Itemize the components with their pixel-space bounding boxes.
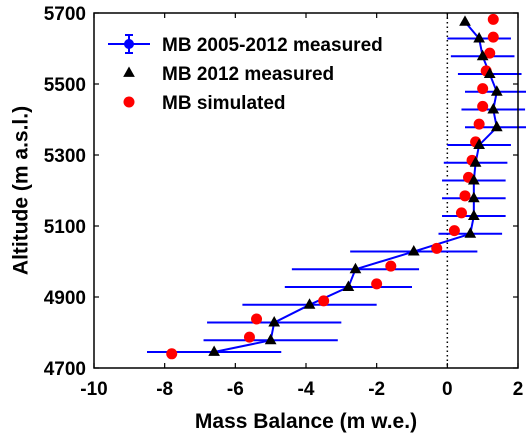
- legend-label-series-2: MB 2012 measured: [162, 64, 334, 85]
- simulated-point: [459, 190, 471, 202]
- measured-2012-point: [476, 49, 489, 61]
- y-tick-label: 5700: [44, 4, 86, 25]
- measured-2012-point: [487, 103, 500, 114]
- measured-2012-point: [469, 156, 482, 167]
- x-tick-labels: -10 -8 -6 -4 -2 0 2: [80, 379, 523, 400]
- simulated-point: [473, 118, 485, 130]
- legend-label-series-3: MB simulated: [162, 93, 286, 114]
- simulated-point: [318, 295, 330, 307]
- measured-2012-point: [268, 316, 281, 327]
- measured-2012-point: [467, 209, 480, 220]
- simulated-point: [251, 313, 263, 325]
- simulated-point: [477, 100, 489, 112]
- legend-marker-red-circle: [123, 96, 135, 108]
- measured-2012-point: [264, 333, 277, 345]
- measured-2012-point: [490, 120, 503, 132]
- measured-2012-point: [483, 67, 496, 78]
- y-tick-label: 4700: [44, 359, 86, 380]
- legend-label-series-1: MB 2005-2012 measured: [162, 35, 383, 56]
- x-tick-label: 2: [513, 379, 524, 400]
- x-tick-label: -4: [298, 379, 315, 400]
- plot-layer: [93, 12, 526, 369]
- simulated-point: [455, 207, 467, 219]
- y-tick-label: 5100: [44, 217, 86, 238]
- measured-2012-point: [303, 298, 316, 309]
- measured-2012-point: [473, 32, 485, 43]
- simulated-point: [385, 260, 397, 272]
- simulated-point: [431, 242, 443, 254]
- legend: MB 2005-2012 measured MB 2012 measured M…: [108, 34, 383, 114]
- measured-2012-point: [459, 15, 471, 26]
- legend-entry-errorbar-series: MB 2005-2012 measured: [108, 34, 383, 56]
- x-tick-label: 0: [442, 379, 453, 400]
- simulated-point: [477, 83, 489, 95]
- simulated-point: [448, 225, 460, 237]
- x-axis-label: Mass Balance (m w.e.): [195, 410, 417, 433]
- y-tick-label: 5500: [44, 75, 86, 96]
- simulated-point: [371, 278, 383, 290]
- measured-2012-point: [407, 245, 420, 256]
- measured-2012-point: [208, 345, 220, 356]
- x-tick-label: -8: [156, 379, 173, 400]
- y-tick-label: 5300: [44, 146, 86, 167]
- simulated-point: [487, 13, 499, 25]
- x-tick-label: -6: [227, 379, 244, 400]
- simulated-point: [487, 31, 499, 43]
- measured-2012-point: [467, 191, 480, 203]
- measured-2012-point: [467, 174, 480, 185]
- simulated-point: [484, 47, 496, 59]
- measured-2012-point: [342, 280, 355, 291]
- measured-2012-point: [464, 227, 477, 238]
- y-tick-label: 4900: [44, 288, 86, 309]
- legend-entry-triangle-series: MB 2012 measured: [123, 64, 334, 85]
- y-tick-labels: 4700 4900 5100 5300 5500 5700: [44, 4, 86, 380]
- legend-marker-blue-circle: [124, 39, 134, 49]
- measured-2012-point: [473, 138, 485, 149]
- measured-2012-point: [349, 262, 362, 274]
- legend-entry-circle-series: MB simulated: [123, 93, 286, 114]
- x-tick-label: -10: [80, 379, 107, 400]
- simulated-point: [243, 331, 255, 343]
- measured-2012-point: [490, 85, 503, 96]
- y-axis-label: Altitude (m a.s.l.): [9, 106, 32, 275]
- x-tick-label: -2: [368, 379, 385, 400]
- legend-marker-black-triangle: [123, 66, 135, 77]
- simulated-point: [166, 348, 178, 360]
- plot-frame: [93, 12, 519, 369]
